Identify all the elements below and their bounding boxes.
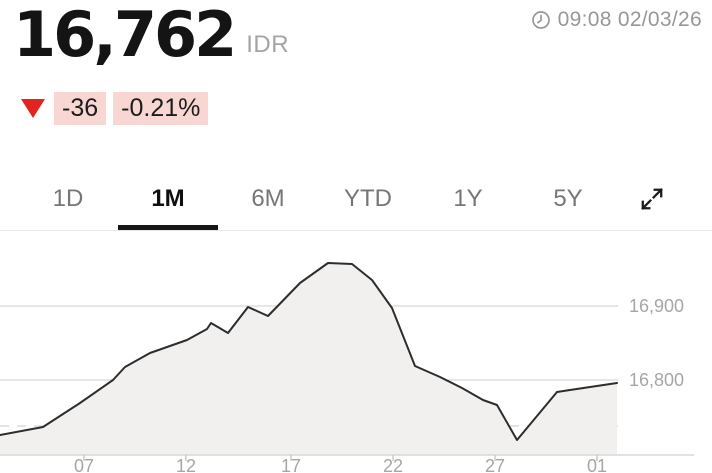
tab-5y[interactable]: 5Y bbox=[518, 184, 618, 230]
x-axis-label: 07 bbox=[74, 456, 94, 473]
quote-timestamp: 09:08 02/03/26 bbox=[531, 8, 702, 32]
expand-chart-button[interactable] bbox=[639, 186, 665, 212]
clock-icon bbox=[531, 10, 551, 30]
tab-1y[interactable]: 1Y bbox=[418, 184, 518, 230]
x-axis-label: 17 bbox=[281, 456, 301, 473]
price-chart: 16,900 16,800 07 12 17 22 27 01 bbox=[0, 240, 712, 473]
price-line bbox=[0, 262, 618, 441]
x-axis-label: 12 bbox=[176, 456, 196, 473]
tab-1m-label: 1M bbox=[151, 185, 185, 212]
percent-change-badge: -0.21% bbox=[113, 92, 209, 125]
price-chart-svg: 16,900 16,800 07 12 17 22 27 01 bbox=[0, 262, 694, 473]
period-tab-bar: 1D 1M 6M YTD 1Y 5Y bbox=[18, 184, 618, 230]
tab-5y-label: 5Y bbox=[553, 185, 583, 212]
timestamp-text: 09:08 02/03/26 bbox=[557, 8, 702, 31]
tab-ytd[interactable]: YTD bbox=[318, 184, 418, 230]
down-arrow-icon bbox=[21, 99, 45, 118]
tab-6m[interactable]: 6M bbox=[218, 184, 318, 230]
y-axis-label: 16,800 bbox=[629, 370, 684, 390]
area-fill bbox=[0, 263, 617, 455]
tab-1d-label: 1D bbox=[52, 185, 84, 212]
tab-ytd-label: YTD bbox=[344, 185, 392, 212]
x-axis-label: 22 bbox=[383, 456, 403, 473]
tab-1d[interactable]: 1D bbox=[18, 184, 118, 230]
y-axis-label: 16,900 bbox=[629, 296, 684, 316]
price-change-row: -36 -0.21% bbox=[21, 92, 209, 125]
net-change-badge: -36 bbox=[54, 92, 107, 125]
currency-label: IDR bbox=[246, 31, 290, 58]
tab-6m-label: 6M bbox=[251, 185, 285, 212]
x-axis-label: 01 bbox=[587, 456, 607, 473]
price-header: 16,762 IDR bbox=[13, 4, 289, 66]
tab-separator-line bbox=[0, 230, 712, 231]
tab-1y-label: 1Y bbox=[453, 185, 483, 212]
tab-1m[interactable]: 1M bbox=[118, 184, 218, 230]
x-axis-label: 27 bbox=[485, 456, 505, 473]
last-price: 16,762 bbox=[13, 0, 237, 71]
expand-icon bbox=[639, 186, 665, 212]
